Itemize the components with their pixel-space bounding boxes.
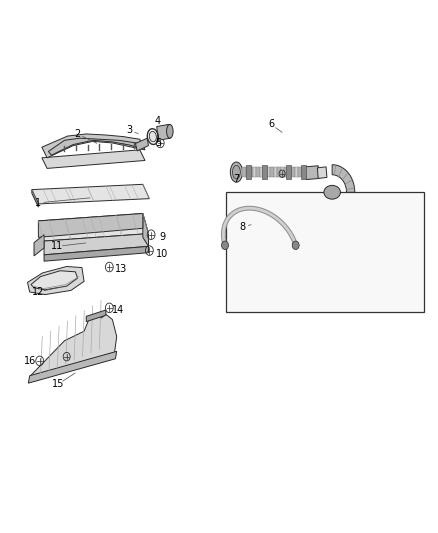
Polygon shape (288, 167, 291, 177)
Polygon shape (32, 184, 149, 204)
Ellipse shape (324, 185, 340, 199)
Polygon shape (39, 214, 148, 241)
Text: 10: 10 (156, 249, 169, 259)
Polygon shape (48, 138, 141, 155)
Text: 2: 2 (74, 129, 81, 139)
Polygon shape (301, 165, 307, 179)
Polygon shape (31, 314, 117, 378)
Text: 12: 12 (32, 287, 45, 297)
Polygon shape (28, 351, 117, 383)
Polygon shape (262, 165, 267, 179)
Polygon shape (32, 190, 39, 207)
Polygon shape (256, 167, 260, 177)
Polygon shape (249, 167, 253, 177)
Ellipse shape (230, 162, 243, 182)
Polygon shape (135, 138, 148, 151)
Polygon shape (34, 235, 44, 256)
Ellipse shape (233, 165, 240, 179)
Polygon shape (284, 167, 288, 177)
Polygon shape (28, 266, 84, 295)
Polygon shape (86, 310, 106, 321)
Text: 6: 6 (268, 119, 274, 130)
Polygon shape (291, 167, 295, 177)
Text: 16: 16 (24, 356, 36, 366)
Polygon shape (277, 167, 281, 177)
Text: 4: 4 (155, 116, 161, 126)
Text: 8: 8 (240, 222, 246, 232)
Polygon shape (281, 167, 284, 177)
Circle shape (292, 241, 299, 249)
Polygon shape (143, 214, 148, 246)
Text: 3: 3 (127, 125, 133, 135)
Polygon shape (157, 124, 170, 140)
Polygon shape (267, 167, 270, 177)
Polygon shape (42, 134, 145, 158)
Polygon shape (44, 246, 148, 261)
Polygon shape (318, 167, 327, 179)
Bar (226, 192, 424, 312)
Text: 1: 1 (35, 198, 42, 208)
Text: 15: 15 (52, 379, 64, 389)
Text: 13: 13 (115, 264, 127, 274)
Polygon shape (246, 165, 251, 179)
Text: 7: 7 (233, 174, 240, 184)
Polygon shape (31, 271, 78, 290)
Polygon shape (263, 167, 267, 177)
Ellipse shape (166, 124, 173, 138)
Polygon shape (246, 167, 249, 177)
Text: 14: 14 (112, 305, 124, 315)
Polygon shape (274, 167, 277, 177)
Polygon shape (298, 167, 302, 177)
Polygon shape (332, 165, 355, 192)
Polygon shape (305, 166, 319, 180)
Polygon shape (270, 167, 274, 177)
Text: 5: 5 (155, 138, 161, 148)
Polygon shape (295, 167, 298, 177)
Ellipse shape (149, 131, 156, 142)
Polygon shape (44, 233, 148, 255)
Polygon shape (42, 150, 145, 168)
Text: 11: 11 (51, 241, 63, 252)
Text: 9: 9 (159, 232, 166, 243)
Polygon shape (260, 167, 263, 177)
Polygon shape (39, 214, 143, 237)
Circle shape (222, 241, 229, 249)
Polygon shape (286, 165, 291, 179)
Polygon shape (253, 167, 256, 177)
Polygon shape (242, 167, 246, 177)
